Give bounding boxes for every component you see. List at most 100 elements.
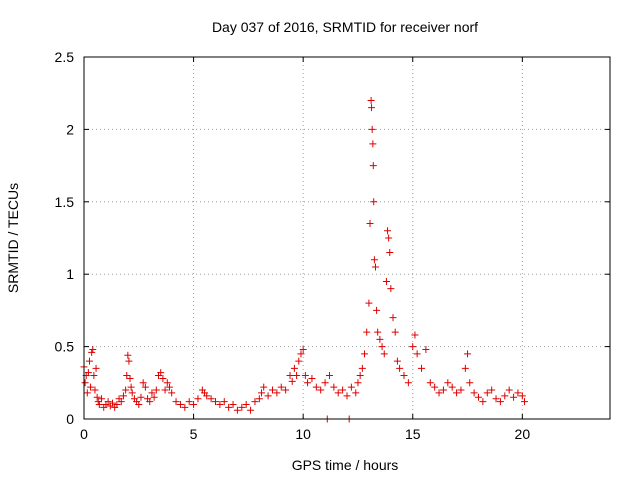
data-point bbox=[453, 389, 461, 397]
data-point bbox=[347, 383, 355, 391]
data-point bbox=[81, 379, 89, 387]
data-point bbox=[152, 386, 160, 394]
data-point bbox=[435, 389, 443, 397]
data-point bbox=[352, 389, 360, 397]
data-point bbox=[94, 398, 102, 406]
data-point bbox=[104, 398, 112, 406]
data-point bbox=[90, 372, 98, 380]
data-point bbox=[242, 401, 250, 409]
data-point bbox=[339, 386, 347, 394]
data-point bbox=[422, 345, 430, 353]
data-point bbox=[470, 389, 478, 397]
data-point bbox=[393, 357, 401, 365]
data-point bbox=[176, 401, 184, 409]
data-point bbox=[400, 372, 408, 380]
data-point bbox=[479, 398, 487, 406]
data-point bbox=[317, 386, 325, 394]
data-point bbox=[370, 198, 378, 206]
data-point bbox=[299, 345, 307, 353]
data-point bbox=[370, 256, 378, 264]
data-point bbox=[212, 398, 219, 406]
data-point bbox=[89, 345, 97, 353]
data-point bbox=[203, 392, 211, 400]
data-point bbox=[260, 383, 268, 391]
chart-title: Day 037 of 2016, SRMTID for receiver nor… bbox=[212, 19, 478, 35]
y-tick-label: 1 bbox=[66, 266, 74, 282]
data-point bbox=[382, 277, 390, 285]
data-point bbox=[161, 386, 169, 394]
data-point bbox=[168, 389, 176, 397]
data-point bbox=[125, 357, 133, 365]
data-point bbox=[148, 389, 156, 397]
y-tick-label: 1.5 bbox=[55, 194, 75, 210]
data-point bbox=[444, 379, 452, 387]
data-point bbox=[238, 403, 246, 411]
data-point bbox=[431, 383, 439, 391]
data-point bbox=[518, 392, 526, 400]
data-point bbox=[207, 395, 215, 403]
data-point bbox=[251, 398, 259, 406]
data-point bbox=[127, 383, 135, 391]
data-point bbox=[367, 96, 375, 104]
data-point bbox=[404, 379, 412, 387]
y-tick-label: 2 bbox=[66, 121, 74, 137]
data-point bbox=[457, 386, 465, 394]
data-point bbox=[95, 401, 103, 409]
data-point bbox=[426, 379, 434, 387]
data-point bbox=[363, 328, 371, 336]
y-tick-label: 0.5 bbox=[55, 339, 75, 355]
data-point bbox=[321, 379, 329, 387]
x-axis-label: GPS time / hours bbox=[292, 457, 399, 473]
data-point bbox=[483, 389, 491, 397]
data-point bbox=[93, 393, 101, 401]
y-tick-label: 2.5 bbox=[55, 49, 75, 65]
data-point bbox=[374, 328, 382, 336]
data-point bbox=[181, 403, 189, 411]
data-point bbox=[411, 331, 419, 339]
data-point bbox=[194, 395, 202, 403]
data-point bbox=[376, 335, 384, 343]
data-point bbox=[146, 398, 154, 406]
data-point bbox=[488, 386, 496, 394]
data-point bbox=[325, 372, 333, 380]
data-point bbox=[123, 372, 131, 380]
data-point bbox=[464, 350, 472, 358]
data-point bbox=[172, 398, 180, 406]
y-tick-label: 0 bbox=[66, 411, 74, 427]
data-point bbox=[290, 364, 298, 372]
data-point bbox=[98, 395, 106, 403]
data-point bbox=[354, 379, 362, 387]
data-point bbox=[330, 383, 338, 391]
data-point bbox=[185, 398, 193, 406]
data-point bbox=[492, 395, 500, 403]
data-point bbox=[365, 299, 373, 307]
data-point bbox=[496, 398, 504, 406]
x-tick-label: 10 bbox=[295, 426, 311, 442]
data-point bbox=[295, 357, 303, 365]
data-point bbox=[396, 364, 404, 372]
grid bbox=[84, 57, 610, 419]
data-point bbox=[358, 364, 366, 372]
data-point bbox=[190, 401, 198, 409]
x-tick-label: 15 bbox=[405, 426, 421, 442]
data-point bbox=[505, 386, 513, 394]
data-point bbox=[255, 395, 263, 403]
data-point bbox=[514, 389, 522, 397]
data-point bbox=[409, 343, 417, 351]
data-point bbox=[141, 383, 149, 391]
data-point bbox=[368, 125, 376, 133]
data-point bbox=[137, 393, 145, 401]
data-point bbox=[108, 399, 116, 407]
data-point bbox=[356, 372, 364, 380]
data-point bbox=[84, 369, 92, 377]
data-point bbox=[373, 306, 381, 314]
data-point bbox=[387, 285, 395, 293]
data-point bbox=[163, 379, 171, 387]
x-tick-label: 20 bbox=[515, 426, 531, 442]
data-point bbox=[85, 357, 93, 365]
data-point bbox=[461, 364, 469, 372]
data-point bbox=[297, 350, 305, 358]
data-point bbox=[380, 350, 388, 358]
